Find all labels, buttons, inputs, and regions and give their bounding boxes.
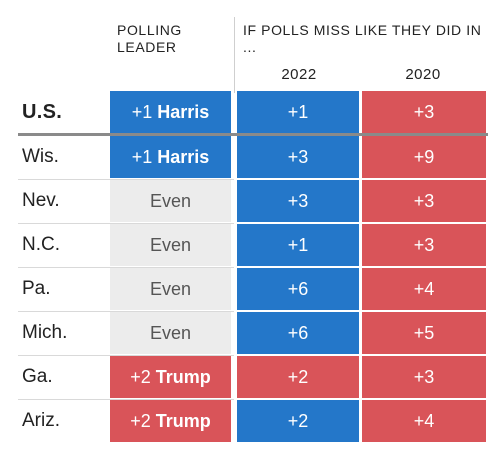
table-row: Wis. +1 Harris +3 +9 — [18, 136, 486, 178]
header-divider — [234, 17, 235, 93]
miss-2022-cell: +2 — [237, 400, 359, 442]
polling-leader-name: Trump — [155, 366, 211, 387]
polling-leader-cell: Even — [110, 268, 231, 310]
miss-2020-cell: +3 — [362, 91, 486, 133]
polling-margin: +1 — [131, 146, 153, 167]
polling-leader-cell: Even — [110, 180, 231, 222]
miss-2022-cell: +1 — [237, 224, 359, 266]
polling-leader-cell: +2 Trump — [110, 356, 231, 398]
row-separator — [18, 311, 234, 312]
polls-miss-header: IF POLLS MISS LIKE THEY DID IN ... — [243, 22, 482, 55]
polling-margin: Even — [149, 278, 192, 299]
us-divider — [18, 133, 488, 136]
state-label-wis: Wis. — [22, 146, 59, 167]
miss-2020-cell: +4 — [362, 268, 486, 310]
table-row: Ga. +2 Trump +2 +3 — [18, 356, 486, 398]
miss-2020-cell: +9 — [362, 136, 486, 178]
miss-2020-cell: +4 — [362, 400, 486, 442]
row-separator — [18, 223, 234, 224]
miss-2022-cell: +2 — [237, 356, 359, 398]
miss-2020-cell: +5 — [362, 312, 486, 354]
table-row: U.S. +1 Harris +1 +3 — [18, 91, 486, 133]
polling-margin: +2 — [130, 410, 151, 431]
table-row: Mich. Even +6 +5 — [18, 312, 486, 354]
polling-leader-cell: Even — [110, 224, 231, 266]
polling-margin: +2 — [130, 366, 151, 387]
state-label-ariz: Ariz. — [22, 410, 60, 431]
row-separator — [18, 399, 234, 400]
miss-2020-cell: +3 — [362, 224, 486, 266]
miss-2022-cell: +6 — [237, 268, 359, 310]
year-2022-header: 2022 — [281, 66, 317, 83]
table-row: Nev. Even +3 +3 — [18, 180, 486, 222]
polling-leader-name: Trump — [155, 410, 211, 431]
polling-margin: Even — [149, 234, 192, 255]
miss-2022-cell: +3 — [237, 136, 359, 178]
miss-2020-cell: +3 — [362, 180, 486, 222]
row-separator — [18, 267, 234, 268]
table-row: N.C. Even +1 +3 — [18, 224, 486, 266]
polling-leader-name: Harris — [157, 101, 210, 122]
polling-leader-cell: +1 Harris — [110, 91, 231, 133]
polling-leader-cell: Even — [110, 312, 231, 354]
polling-margin: +1 — [131, 101, 153, 122]
state-label-nc: N.C. — [22, 234, 60, 255]
miss-2022-cell: +1 — [237, 91, 359, 133]
state-label-nev: Nev. — [22, 190, 60, 211]
state-label-us: U.S. — [22, 100, 63, 123]
state-label-mich: Mich. — [22, 322, 68, 343]
state-label-pa: Pa. — [22, 278, 51, 299]
polling-leader-header: POLLING LEADER — [117, 22, 182, 55]
polling-leader-cell: +1 Harris — [110, 136, 231, 178]
miss-2022-cell: +6 — [237, 312, 359, 354]
year-2020-header: 2020 — [405, 66, 441, 83]
polling-leader-name: Harris — [157, 146, 210, 167]
miss-2022-cell: +3 — [237, 180, 359, 222]
state-label-ga: Ga. — [22, 366, 53, 387]
polling-leader-cell: +2 Trump — [110, 400, 231, 442]
table-row: Pa. Even +6 +4 — [18, 268, 486, 310]
table-row: Ariz. +2 Trump +2 +4 — [18, 400, 486, 442]
miss-2020-cell: +3 — [362, 356, 486, 398]
row-separator — [18, 179, 234, 180]
polling-margin: Even — [149, 190, 192, 211]
polling-margin: Even — [149, 322, 192, 343]
row-separator — [18, 355, 234, 356]
